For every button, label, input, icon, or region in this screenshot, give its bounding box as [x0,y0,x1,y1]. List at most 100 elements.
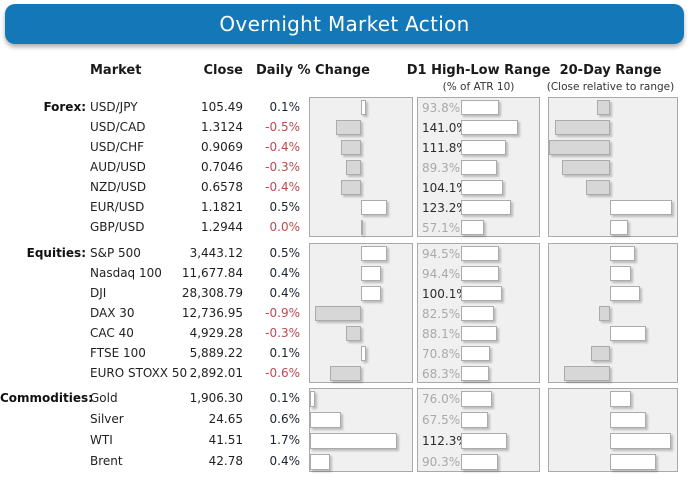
range20-bar [555,120,610,135]
chart-row: 100.1% [418,284,539,304]
chart-row: 89.3% [418,158,539,178]
market-cell: DAX 30 [90,306,135,320]
atr-range-bar [461,140,507,155]
chart-row [310,244,412,264]
section-label: Equities: [26,246,86,260]
atr-range-bar [461,120,519,135]
daily-change-bar [361,246,387,261]
column-subheader-20day: (Close relative to range) [546,81,675,93]
chart-row: 94.4% [418,264,539,284]
close-cell: 1.2944 [201,220,243,234]
chart-row [549,138,677,158]
daily-change-bar [315,306,361,321]
market-cell: EURO STOXX 50 [90,366,188,380]
chart-row [310,158,412,178]
close-cell: 24.65 [208,412,243,426]
daily-pct-cell: 0.1% [269,391,301,405]
atr-pct-label: 67.5% [422,413,461,427]
chart-row [310,324,412,344]
daily-pct-cell: 0.5% [269,200,301,214]
daily-change-bar [361,220,363,235]
chart-row [310,304,412,324]
chart-row [310,98,412,118]
column-header-20day-range: 20-Day Range [559,63,662,78]
atr-range-bar [461,266,500,281]
market-cell: GBP/USD [90,220,145,234]
title-banner: Overnight Market Action [5,4,684,44]
range20-bar [599,306,610,321]
chart-row [549,389,677,410]
range20-bar [610,200,673,215]
chart-row [549,218,677,238]
chart-row [549,158,677,178]
atr-range-bar [461,391,492,407]
atr-range-bar [461,180,504,195]
close-cell: 12,736.95 [181,306,243,320]
atr-pct-label: 70.8% [422,347,461,361]
market-cell: EUR/USD [90,200,145,214]
range20-bar [591,346,610,361]
market-cell: Brent [90,454,123,468]
atr-range-bar [461,412,489,428]
close-cell: 105.49 [201,100,243,114]
daily-change-bar [361,100,367,115]
atr-pct-label: 123.2% [422,201,468,215]
range20-bar [610,266,631,281]
close-cell: 11,677.84 [181,266,243,280]
chart-row [310,389,412,410]
daily-change-bar [345,326,361,341]
atr-range-bar [461,286,502,301]
chart-row [549,304,677,324]
column-header-daily-change: Daily % Change [256,63,370,78]
range20-bar [610,454,657,470]
atr-range-bar [461,346,490,361]
daily-pct-cell: -0.9% [265,306,300,320]
chart-row: 123.2% [418,198,539,218]
atr-range-bar [461,200,511,215]
chart-row [549,284,677,304]
atr-pct-label: 94.5% [422,247,461,261]
daily-change-bar [335,120,361,135]
close-cell: 0.6578 [201,180,243,194]
market-cell: Nasdaq 100 [90,266,162,280]
daily-pct-cell: -0.3% [265,160,300,174]
chart-row: 111.8% [418,138,539,158]
close-cell: 1.1821 [201,200,243,214]
daily-change-bar [310,454,331,470]
range20-panel [548,97,678,237]
range20-bar [610,286,640,301]
atr-pct-label: 112.3% [422,434,468,448]
market-cell: USD/CAD [90,120,146,134]
close-cell: 0.9069 [201,140,243,154]
daily-change-bar [330,366,361,381]
chart-row: 104.1% [418,178,539,198]
range20-bar [564,366,610,381]
close-cell: 1,906.30 [189,391,243,405]
chart-row [310,178,412,198]
daily-pct-cell: 0.4% [269,454,301,468]
range20-bar [610,326,646,341]
daily-change-bar [361,346,367,361]
close-cell: 5,889.22 [189,346,243,360]
close-cell: 2,892.01 [189,366,243,380]
section-label: Commodities: [0,391,93,405]
chart-row [549,178,677,198]
chart-row [549,431,677,452]
daily-change-panel [309,97,413,237]
atr-pct-label: 89.3% [422,161,461,175]
daily-pct-cell: 0.1% [269,346,301,360]
daily-change-bar [340,180,361,195]
daily-pct-cell: -0.4% [265,180,300,194]
market-cell: DJI [90,286,107,300]
page-title: Overnight Market Action [219,12,470,36]
chart-row [310,218,412,238]
range20-bar [610,433,671,449]
daily-pct-cell: 0.4% [269,286,301,300]
chart-row [310,284,412,304]
market-cell: NZD/USD [90,180,147,194]
daily-pct-cell: 0.1% [269,100,301,114]
atr-range-panel: 93.8% 141.0% 111.8% 89.3% 104.1% 123.2% 57.1% [417,97,540,237]
close-cell: 1.3124 [201,120,243,134]
atr-range-bar [461,454,498,470]
atr-pct-label: 104.1% [422,181,468,195]
